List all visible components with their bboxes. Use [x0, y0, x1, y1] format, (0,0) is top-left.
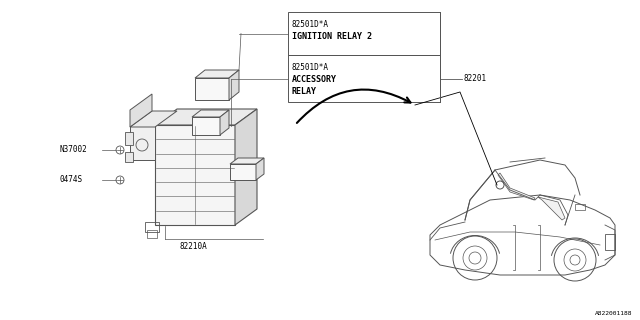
- Bar: [147, 230, 157, 238]
- Text: 0474S: 0474S: [60, 174, 83, 183]
- Text: IGNITION RELAY 2: IGNITION RELAY 2: [292, 32, 372, 41]
- Bar: [288, 55, 440, 102]
- Bar: [605, 234, 615, 250]
- Polygon shape: [498, 173, 535, 200]
- Polygon shape: [195, 70, 239, 78]
- Polygon shape: [538, 197, 565, 220]
- Polygon shape: [256, 158, 264, 180]
- Text: A822001188: A822001188: [595, 311, 632, 316]
- Polygon shape: [230, 158, 264, 164]
- Text: N37002: N37002: [60, 145, 88, 154]
- Polygon shape: [195, 78, 229, 100]
- Text: 82501D*A: 82501D*A: [292, 63, 329, 72]
- FancyArrowPatch shape: [297, 90, 410, 123]
- Polygon shape: [192, 117, 220, 135]
- Polygon shape: [130, 111, 177, 127]
- Polygon shape: [229, 70, 239, 100]
- Text: 82501D*A: 82501D*A: [292, 20, 329, 29]
- Bar: [288, 12, 440, 55]
- Polygon shape: [125, 132, 133, 145]
- Text: 82201: 82201: [464, 74, 487, 83]
- Polygon shape: [155, 109, 257, 125]
- Polygon shape: [235, 109, 257, 225]
- Polygon shape: [155, 125, 235, 225]
- Text: ACCESSORY: ACCESSORY: [292, 75, 337, 84]
- Polygon shape: [230, 164, 256, 180]
- Polygon shape: [130, 125, 155, 160]
- Text: 82210A: 82210A: [180, 242, 208, 251]
- Polygon shape: [125, 152, 133, 162]
- Polygon shape: [130, 94, 152, 127]
- Bar: [145, 222, 159, 232]
- Polygon shape: [220, 110, 229, 135]
- Polygon shape: [192, 110, 229, 117]
- Text: RELAY: RELAY: [292, 87, 317, 96]
